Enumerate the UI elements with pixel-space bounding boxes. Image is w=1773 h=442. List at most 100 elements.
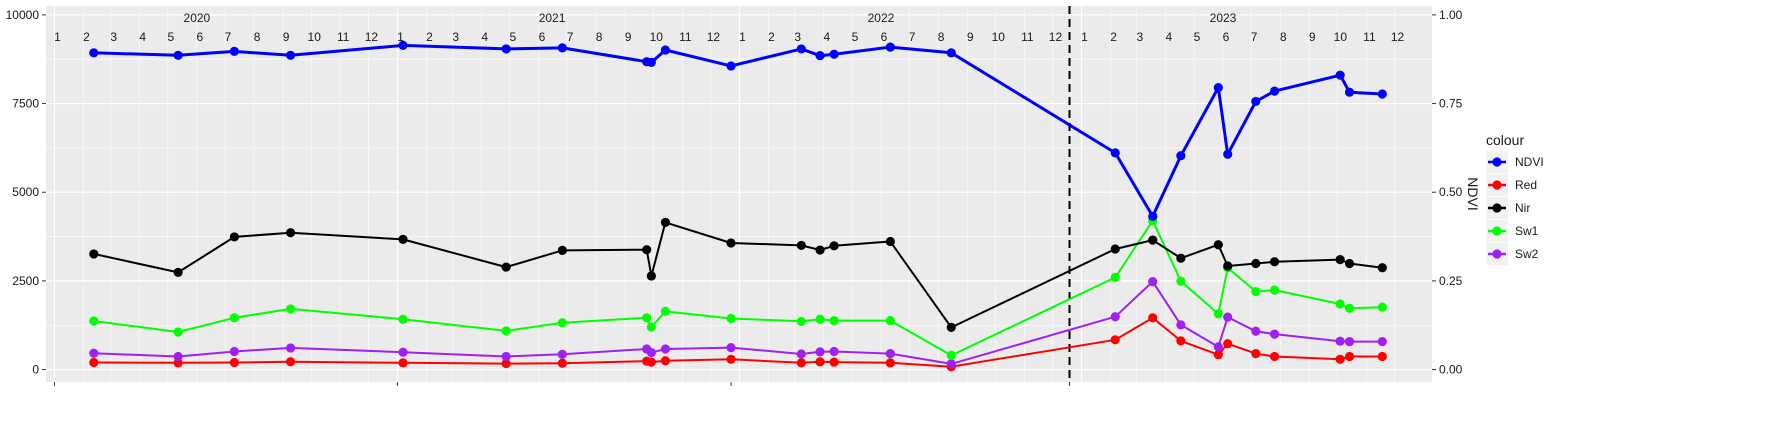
data-point-ndvi: [660, 45, 671, 55]
data-point-sw1: [829, 316, 839, 326]
month-label: 4: [481, 30, 488, 44]
data-point-red: [1344, 351, 1355, 362]
month-label: 12: [1391, 30, 1405, 44]
legend-title: colour: [1486, 132, 1524, 148]
series-line-ndvi: [93, 43, 1383, 218]
data-point-ndvi: [1213, 82, 1223, 93]
series-points-sw2: [89, 277, 1387, 369]
series-lines: [93, 43, 1383, 368]
month-label: 3: [1136, 30, 1143, 44]
month-label: 5: [167, 30, 174, 44]
right-axis-tick-label: 0.00: [1439, 363, 1463, 377]
month-label: 7: [909, 30, 916, 44]
legend-entries: NDVI Red Nir Sw1 Sw2: [1486, 151, 1544, 265]
month-label: 8: [938, 30, 945, 44]
data-point-nir: [1148, 235, 1158, 245]
data-point-nir: [660, 217, 671, 227]
data-point-red: [646, 357, 656, 367]
legend-key-point: [1492, 157, 1502, 167]
data-point-nir: [815, 245, 825, 255]
data-point-sw2: [1377, 336, 1387, 347]
year-label: 2023: [1210, 11, 1237, 25]
data-point-sw2: [285, 343, 296, 353]
month-label: 10: [308, 30, 322, 44]
data-point-sw1: [501, 326, 511, 336]
data-point-nir: [1213, 240, 1223, 250]
data-point-nir: [229, 232, 239, 242]
data-point-sw1: [1335, 299, 1345, 309]
month-label: 7: [1251, 30, 1258, 44]
data-point-sw1: [1377, 302, 1387, 312]
data-point-sw2: [815, 347, 825, 357]
data-point-sw1: [660, 306, 671, 317]
data-point-nir: [946, 322, 956, 332]
data-point-ndvi: [885, 42, 895, 52]
data-point-ndvi: [1335, 70, 1345, 80]
data-point-sw1: [398, 314, 408, 324]
data-point-red: [1335, 354, 1345, 364]
month-label: 1: [739, 30, 746, 44]
series-line-sw1: [93, 219, 1383, 357]
data-point-ndvi: [285, 50, 296, 60]
data-point-ndvi: [173, 50, 183, 60]
data-point-sw1: [946, 350, 956, 360]
month-label: 12: [707, 30, 721, 44]
data-point-nir: [1269, 257, 1280, 267]
data-point-nir: [1344, 258, 1355, 269]
legend-entry: NDVI: [1486, 151, 1544, 173]
data-point-red: [1148, 313, 1158, 323]
data-point-ndvi: [726, 61, 736, 71]
legend-label: NDVI: [1515, 155, 1544, 169]
data-point-sw2: [229, 346, 239, 357]
data-point-sw2: [1223, 312, 1233, 322]
data-point-red: [89, 357, 99, 368]
data-point-nir: [829, 241, 839, 251]
data-point-sw2: [1344, 336, 1355, 347]
legend-key-point: [1492, 180, 1502, 190]
data-point-ndvi: [646, 57, 656, 67]
legend-label: Nir: [1515, 201, 1530, 215]
data-point-red: [501, 358, 511, 369]
data-point-red: [1110, 335, 1120, 345]
month-label: 11: [1021, 30, 1034, 44]
data-point-sw1: [1176, 276, 1186, 286]
left-y-axis: 0 2500 5000 7500 10000: [6, 8, 46, 377]
data-point-nir: [285, 228, 296, 238]
month-label: 4: [823, 30, 830, 44]
month-label: 9: [967, 30, 974, 44]
month-label: 2: [83, 30, 90, 44]
month-label: 6: [1223, 30, 1230, 44]
left-axis-tick-label: 0: [32, 363, 39, 377]
legend-label: Sw1: [1515, 224, 1539, 238]
legend-key-point: [1492, 226, 1502, 236]
month-label: 12: [365, 30, 379, 44]
data-point-red: [1213, 350, 1223, 360]
bottom-axis-ticks: [53, 382, 1071, 386]
month-label: 5: [1194, 30, 1201, 44]
month-label: 9: [283, 30, 290, 44]
data-point-ndvi: [501, 44, 511, 54]
series-points: [89, 40, 1387, 372]
data-point-nir: [646, 271, 656, 281]
series-line-red: [93, 316, 1383, 368]
month-label: 12: [1049, 30, 1063, 44]
data-point-nir: [1223, 261, 1233, 271]
data-point-sw1: [285, 304, 296, 314]
data-point-sw1: [642, 313, 652, 323]
data-point-red: [1176, 336, 1186, 346]
data-point-sw2: [398, 347, 408, 357]
month-label: 4: [1166, 30, 1173, 44]
month-label: 1: [1081, 30, 1088, 44]
legend-entry: Sw1: [1486, 220, 1539, 242]
month-label: 10: [1334, 30, 1348, 44]
month-label: 2: [768, 30, 775, 44]
month-label: 11: [679, 30, 692, 44]
month-label: 1: [54, 30, 61, 44]
data-point-nir: [1377, 263, 1387, 273]
month-label: 5: [852, 30, 859, 44]
right-axis-tick-label: 0.25: [1439, 274, 1463, 288]
data-point-sw2: [173, 351, 183, 362]
data-point-sw2: [646, 347, 656, 358]
data-point-red: [1251, 349, 1261, 359]
month-label: 5: [510, 30, 517, 44]
